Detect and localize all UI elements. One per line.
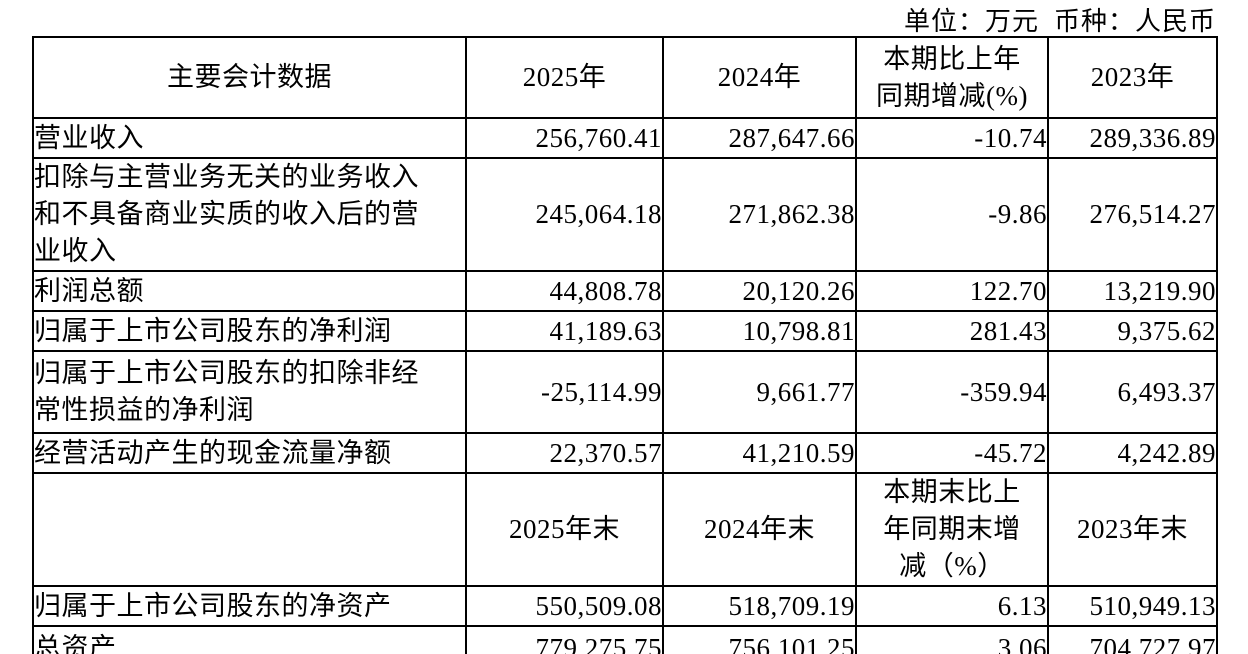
value-2025: 41,189.63: [465, 310, 664, 352]
value-2025: 44,808.78: [465, 270, 664, 312]
value-change: 3.06: [855, 625, 1049, 654]
value-2023: 289,336.89: [1047, 117, 1218, 159]
value-change: -45.72: [855, 432, 1049, 474]
header-cell-2024: 2024年: [662, 36, 857, 119]
row-label: 营业收入: [32, 117, 467, 159]
row-label: 总资产: [32, 625, 467, 654]
value-change: -10.74: [855, 117, 1049, 159]
header-cell-empty: [32, 472, 467, 587]
table-row-revenue: 营业收入 256,760.41 287,647.66 -10.74 289,33…: [32, 117, 1218, 159]
value-2023: 9,375.62: [1047, 310, 1218, 352]
value-2024: 271,862.38: [662, 157, 857, 272]
table-header-row-period: 主要会计数据 2025年 2024年 本期比上年 同期增减(%) 2023年: [32, 36, 1218, 119]
table-row-total-assets: 总资产 779,275.75 756,101.25 3.06 704,727.9…: [32, 625, 1218, 654]
header-cell-2023: 2023年: [1047, 36, 1218, 119]
value-2024: 287,647.66: [662, 117, 857, 159]
value-2024: 41,210.59: [662, 432, 857, 474]
row-label: 归属于上市公司股东的净资产: [32, 585, 467, 627]
value-2023: 510,949.13: [1047, 585, 1218, 627]
key-accounting-data-table: 主要会计数据 2025年 2024年 本期比上年 同期增减(%) 2023年 营…: [32, 36, 1218, 654]
value-2024: 756,101.25: [662, 625, 857, 654]
table-row-adjusted-revenue: 扣除与主营业务无关的业务收入 和不具备商业实质的收入后的营 业收入 245,06…: [32, 157, 1218, 272]
row-label: 归属于上市公司股东的扣除非经 常性损益的净利润: [32, 350, 467, 434]
unit-currency-note: 单位：万元 币种：人民币: [903, 7, 1216, 36]
header-cell-2025: 2025年: [465, 36, 664, 119]
table-row-net-assets: 归属于上市公司股东的净资产 550,509.08 518,709.19 6.13…: [32, 585, 1218, 627]
table-row-operating-cash-flow: 经营活动产生的现金流量净额 22,370.57 41,210.59 -45.72…: [32, 432, 1218, 474]
value-2025: 256,760.41: [465, 117, 664, 159]
value-2023: 6,493.37: [1047, 350, 1218, 434]
header-cell-2024-end: 2024年末: [662, 472, 857, 587]
row-label: 归属于上市公司股东的净利润: [32, 310, 467, 352]
value-2024: 20,120.26: [662, 270, 857, 312]
table-row-net-profit: 归属于上市公司股东的净利润 41,189.63 10,798.81 281.43…: [32, 310, 1218, 352]
value-2023: 704,727.97: [1047, 625, 1218, 654]
value-change: 122.70: [855, 270, 1049, 312]
value-2025: 22,370.57: [465, 432, 664, 474]
header-cell-end-change: 本期末比上 年同期末增 减（%）: [855, 472, 1049, 587]
value-2024: 9,661.77: [662, 350, 857, 434]
row-label: 利润总额: [32, 270, 467, 312]
value-change: -9.86: [855, 157, 1049, 272]
value-change: 281.43: [855, 310, 1049, 352]
table-row-total-profit: 利润总额 44,808.78 20,120.26 122.70 13,219.9…: [32, 270, 1218, 312]
table-header-row-period-end: 2025年末 2024年末 本期末比上 年同期末增 减（%） 2023年末: [32, 472, 1218, 587]
value-2024: 10,798.81: [662, 310, 857, 352]
header-cell-change: 本期比上年 同期增减(%): [855, 36, 1049, 119]
row-label: 扣除与主营业务无关的业务收入 和不具备商业实质的收入后的营 业收入: [32, 157, 467, 272]
header-cell-2025-end: 2025年末: [465, 472, 664, 587]
header-cell-main-label: 主要会计数据: [32, 36, 467, 119]
value-2024: 518,709.19: [662, 585, 857, 627]
value-change: 6.13: [855, 585, 1049, 627]
header-cell-2023-end: 2023年末: [1047, 472, 1218, 587]
value-2023: 276,514.27: [1047, 157, 1218, 272]
row-label: 经营活动产生的现金流量净额: [32, 432, 467, 474]
value-change: -359.94: [855, 350, 1049, 434]
value-2023: 13,219.90: [1047, 270, 1218, 312]
value-2025: 245,064.18: [465, 157, 664, 272]
value-2025: 779,275.75: [465, 625, 664, 654]
table-row-net-profit-excl-nonrecurring: 归属于上市公司股东的扣除非经 常性损益的净利润 -25,114.99 9,661…: [32, 350, 1218, 434]
value-2025: -25,114.99: [465, 350, 664, 434]
value-2025: 550,509.08: [465, 585, 664, 627]
value-2023: 4,242.89: [1047, 432, 1218, 474]
